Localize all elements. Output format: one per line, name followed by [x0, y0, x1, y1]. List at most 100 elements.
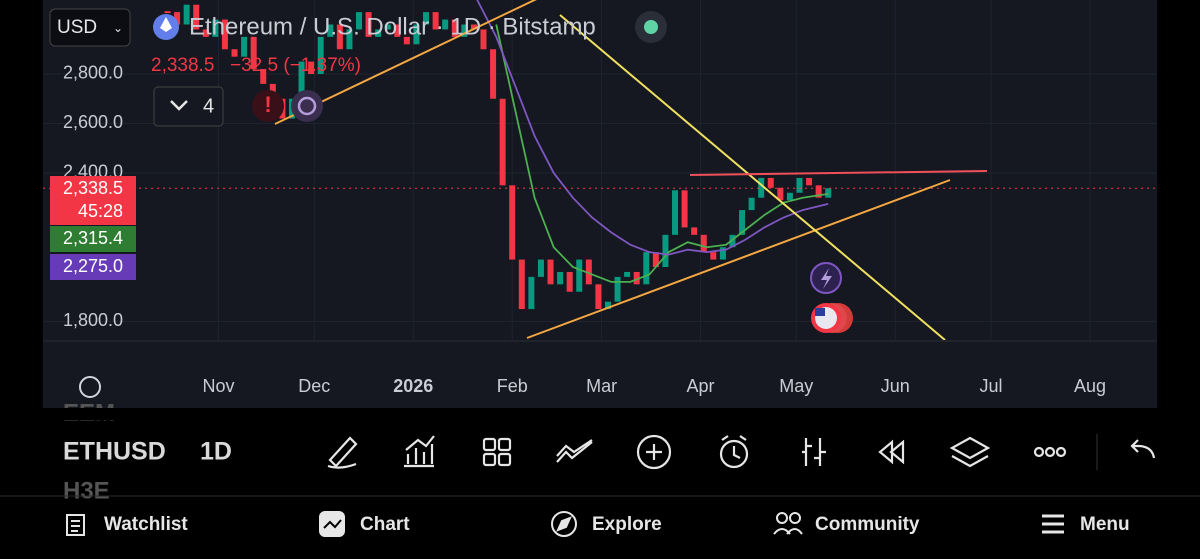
candle: [547, 259, 554, 285]
candle: [662, 234, 669, 268]
price-tag: [50, 226, 136, 252]
candle: [403, 36, 410, 45]
candle: [432, 12, 439, 30]
nav-item[interactable]: Community: [815, 514, 920, 535]
price-change: −32.5 (−1.37%): [230, 55, 361, 76]
candle: [451, 19, 458, 37]
lightning: [821, 268, 832, 289]
layout-tool[interactable]: [482, 437, 512, 467]
more-tool[interactable]: [1033, 446, 1067, 458]
layers-tool[interactable]: [949, 436, 991, 468]
candle: [518, 259, 525, 310]
candle: [174, 12, 181, 25]
indicator-count: 4: [203, 95, 214, 117]
toolbar-icons: [327, 434, 1156, 470]
trend-line: [526, 179, 951, 339]
nav-item[interactable]: Menu: [1080, 514, 1130, 535]
settings-icon[interactable]: [79, 376, 101, 398]
chart-glyph: [323, 519, 342, 529]
ghost-symbol: H3E: [63, 477, 110, 504]
menu-icon: [1042, 514, 1064, 534]
sync-bg[interactable]: [291, 90, 323, 122]
currency-button[interactable]: [49, 8, 131, 47]
candle: [528, 276, 535, 310]
candle: [758, 177, 765, 198]
price-tag: [50, 176, 136, 225]
alert-tool[interactable]: [719, 435, 749, 469]
interval[interactable]: 1D: [200, 438, 232, 466]
candle: [643, 252, 650, 285]
rewind-tool[interactable]: [878, 439, 905, 465]
watchlist-icon: [66, 514, 85, 536]
candle: [413, 24, 420, 45]
draw-tool[interactable]: [327, 436, 358, 469]
candle: [499, 98, 506, 186]
x-axis: Nov Dec 2026 Feb Mar Apr May Jun Jul Aug: [203, 376, 1106, 396]
candle: [317, 36, 324, 74]
flag-canton: [815, 308, 825, 316]
compare-tool[interactable]: [556, 439, 593, 463]
candle: [585, 259, 592, 285]
replay-bars[interactable]: [802, 438, 826, 466]
candle: [672, 190, 679, 235]
candle: [719, 247, 726, 260]
y-tick-label: 2,800.0: [63, 63, 123, 83]
candle: [308, 61, 315, 74]
candle: [796, 177, 803, 193]
candle: [691, 227, 698, 235]
candle: [375, 29, 382, 37]
eth-glyph: [160, 17, 172, 32]
candle: [231, 49, 238, 57]
price-tag: [50, 254, 136, 280]
last-price: 2,338.5: [151, 55, 214, 76]
indicators-toggle[interactable]: [153, 86, 224, 127]
candle: [633, 271, 640, 285]
candle: [250, 36, 257, 70]
candle: [365, 12, 372, 37]
candle: [298, 61, 305, 99]
candle: [394, 24, 401, 37]
nav-item[interactable]: Watchlist: [104, 514, 188, 535]
candle: [509, 185, 516, 260]
nav-icons: [66, 511, 1064, 537]
x-tick-label: 2026: [393, 376, 433, 396]
chevron: ⌄: [113, 21, 123, 35]
candle: [815, 185, 822, 198]
candle: [327, 24, 334, 37]
community-icon: [773, 512, 803, 535]
candle: [384, 24, 391, 30]
candle: [346, 29, 353, 50]
candle: [557, 271, 564, 285]
candle: [221, 19, 228, 50]
price-tag-label: 2,338.5: [63, 178, 123, 198]
chevron-icon: [170, 100, 188, 111]
nav-item[interactable]: Explore: [592, 514, 662, 535]
candle: [470, 24, 477, 30]
nav-item[interactable]: Chart: [360, 514, 410, 535]
candle: [576, 259, 583, 292]
alert-icon: !: [264, 92, 271, 117]
x-tick-label: Dec: [298, 376, 330, 396]
candle: [604, 301, 611, 310]
candle: [193, 4, 200, 30]
add-tool[interactable]: [636, 434, 672, 470]
candle: [825, 188, 832, 198]
indicators-tool[interactable]: [404, 435, 435, 468]
candle: [739, 210, 746, 235]
candle: [183, 4, 190, 25]
undo[interactable]: [1130, 439, 1156, 459]
symbol-title: Ethereum / U.S. Dollar · 1D · Bitstamp: [189, 13, 596, 40]
moving-average: [495, 24, 829, 283]
y-tick-label: 2,600.0: [63, 112, 123, 132]
candle: [566, 271, 573, 292]
y-tick-label: 1,800.0: [63, 310, 123, 330]
x-tick-label: Jul: [980, 376, 1003, 396]
symbol[interactable]: ETHUSD: [63, 438, 166, 466]
alert-bg[interactable]: [252, 90, 284, 122]
candle: [202, 29, 209, 37]
candle: [442, 19, 449, 30]
mask: [43, 408, 193, 420]
candle: [767, 177, 774, 188]
